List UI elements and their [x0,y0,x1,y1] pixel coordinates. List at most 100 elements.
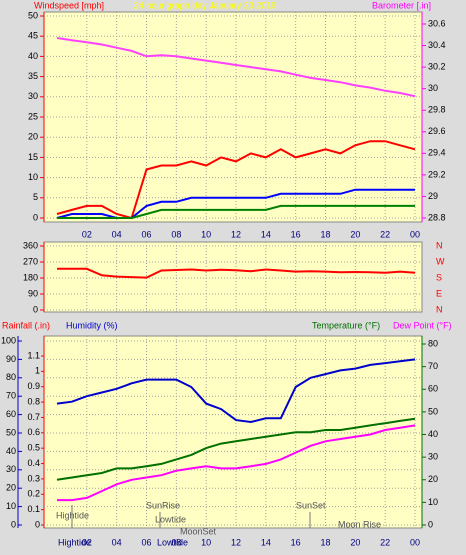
y-tick-label: 25 [28,111,38,121]
y-tick-label: 0.3 [27,473,40,483]
y2-tick-label: 10 [428,497,438,507]
chart-title: 24 hour graph day January 23 2019 [134,0,277,10]
y-tick-label: 15 [28,152,38,162]
x-tick-label: 16 [291,537,301,547]
annotation: SunRise [146,500,180,510]
y-tick-label: 50 [28,10,38,20]
annotation: Hightide [58,537,91,547]
y-tick-label: 30 [28,91,38,101]
y-tick-label: 0.8 [27,396,40,406]
axis-label: Dew Point (°F) [393,320,452,330]
plot-area [43,335,423,529]
y-tick-label: 0.7 [27,412,40,422]
x-tick-label: 22 [380,537,390,547]
y-tick-label: 50 [6,427,16,437]
x-tick-label: 04 [112,537,122,547]
series-line [57,424,416,502]
x-tick-label: 08 [171,229,181,239]
y-tick-label: 180 [23,272,38,282]
y-tick-label: 90 [28,288,38,298]
y2-tick-label: 50 [428,406,438,416]
x-tick-label: 02 [82,537,92,547]
y-tick-label: 10 [28,172,38,182]
series-line [57,267,416,279]
y2-tick-label: 30.2 [428,61,446,71]
y-tick-label: 0.5 [27,443,40,453]
y2-tick-label: 30 [428,83,438,93]
y2-tick-label: E [436,288,442,298]
annotation: Moon Rise [338,519,381,529]
x-tick-label: 18 [320,537,330,547]
x-tick-label: 12 [231,229,241,239]
y-tick-label: 20 [28,132,38,142]
y-tick-label: 90 [6,354,16,364]
y2-tick-label: 29.2 [428,169,446,179]
y2-tick-label: S [436,272,442,282]
x-tick-label: 02 [82,229,92,239]
y-tick-label: 360 [23,240,38,250]
annotation: Lowtide [155,514,186,524]
y-tick-label: 1.1 [27,350,40,360]
y2-tick-label: 70 [428,361,438,371]
y-tick-label: 20 [6,483,16,493]
y-tick-label: 40 [28,51,38,61]
y2-tick-label: W [436,256,445,266]
series-line [56,417,416,481]
y-tick-label: 35 [28,71,38,81]
y-tick-label: 45 [28,31,38,41]
y2-tick-label: 60 [428,384,438,394]
y-tick-label: 0.4 [27,458,40,468]
y2-tick-label: 0 [428,519,433,529]
y-tick-label: 10 [6,501,16,511]
y-tick-label: 70 [6,391,16,401]
y2-tick-label: 28.8 [428,212,446,222]
y2-tick-label: 40 [428,429,438,439]
x-tick-label: 14 [261,537,271,547]
y2-tick-label: 80 [428,338,438,348]
x-tick-label: 20 [350,229,360,239]
y2-tick-label: 29.8 [428,105,446,115]
x-tick-label: 20 [350,537,360,547]
plot-area [43,241,423,313]
axis-label: Barometer [.in] [372,0,431,10]
x-tick-label: 04 [112,229,122,239]
y-tick-label: 30 [6,464,16,474]
series-line [57,204,415,219]
annotation: Lowtide [157,537,188,547]
y-tick-label: 0.1 [27,504,40,514]
x-tick-label: 16 [291,229,301,239]
annotation: SunSet [296,500,326,510]
y2-tick-label: N [436,240,443,250]
y2-tick-label: 29.4 [428,148,446,158]
axis-label: Humidity (%) [66,320,118,330]
axis-label: Windspeed [mph] [34,0,104,10]
x-tick-label: 14 [261,229,271,239]
y2-tick-label: N [436,304,443,314]
y-tick-label: 270 [23,256,38,266]
y-tick-label: 100 [1,335,16,345]
y2-tick-label: 29.6 [428,126,446,136]
x-tick-label: 00 [410,229,420,239]
y2-tick-label: 20 [428,474,438,484]
y2-tick-label: 30 [428,452,438,462]
x-tick-label: 06 [141,537,151,547]
annotation: MoonSet [180,526,217,536]
y-tick-label: 0 [33,304,38,314]
x-tick-label: 18 [320,229,330,239]
x-tick-label: 12 [231,537,241,547]
x-tick-label: 10 [201,229,211,239]
y2-tick-label: 30.4 [428,40,446,50]
series-line [56,358,416,424]
x-tick-label: 00 [410,537,420,547]
axis-label: Rainfall (.in) [2,320,50,330]
x-tick-label: 10 [201,537,211,547]
y-tick-label: 0.2 [27,489,40,499]
axis-label: Temperature (°F) [312,320,380,330]
y2-tick-label: 29 [428,191,438,201]
y-tick-label: 0 [33,212,38,222]
y-tick-label: 80 [6,372,16,382]
y-tick-label: 0.9 [27,381,40,391]
y2-tick-label: 30.6 [428,18,446,28]
y-tick-label: 1 [35,366,40,376]
